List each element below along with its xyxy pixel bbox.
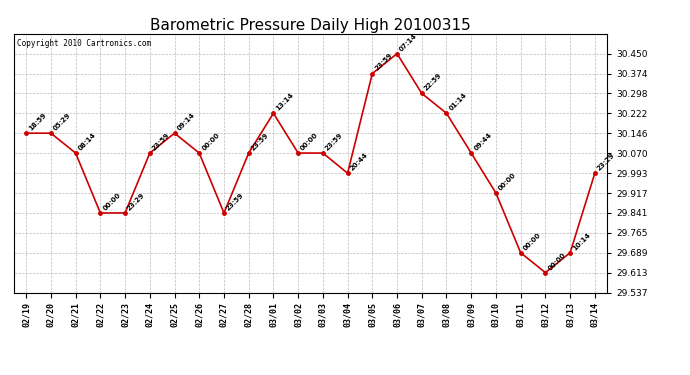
- Text: 23:59: 23:59: [324, 132, 344, 152]
- Text: 00:00: 00:00: [497, 172, 518, 192]
- Text: 23:29: 23:29: [596, 152, 616, 172]
- Text: 13:14: 13:14: [275, 92, 295, 112]
- Text: 22:59: 22:59: [423, 72, 443, 92]
- Text: 00:00: 00:00: [522, 231, 542, 251]
- Text: 00:00: 00:00: [201, 132, 221, 152]
- Text: 23:59: 23:59: [250, 132, 270, 152]
- Text: 23:59: 23:59: [151, 132, 171, 152]
- Title: Barometric Pressure Daily High 20100315: Barometric Pressure Daily High 20100315: [150, 18, 471, 33]
- Text: 20:44: 20:44: [349, 152, 369, 172]
- Text: 01:14: 01:14: [448, 92, 468, 112]
- Text: 07:14: 07:14: [398, 32, 419, 52]
- Text: 08:14: 08:14: [77, 132, 97, 152]
- Text: 23:29: 23:29: [126, 192, 146, 211]
- Text: 23:59: 23:59: [226, 192, 245, 211]
- Text: 09:44: 09:44: [473, 132, 493, 152]
- Text: 00:00: 00:00: [101, 192, 121, 211]
- Text: 23:59: 23:59: [374, 53, 393, 72]
- Text: 18:59: 18:59: [28, 112, 48, 132]
- Text: 00:00: 00:00: [546, 251, 566, 271]
- Text: 05:29: 05:29: [52, 112, 72, 132]
- Text: 00:00: 00:00: [299, 132, 319, 152]
- Text: 10:14: 10:14: [571, 231, 591, 251]
- Text: Copyright 2010 Cartronics.com: Copyright 2010 Cartronics.com: [17, 39, 151, 48]
- Text: 09:14: 09:14: [176, 112, 196, 132]
